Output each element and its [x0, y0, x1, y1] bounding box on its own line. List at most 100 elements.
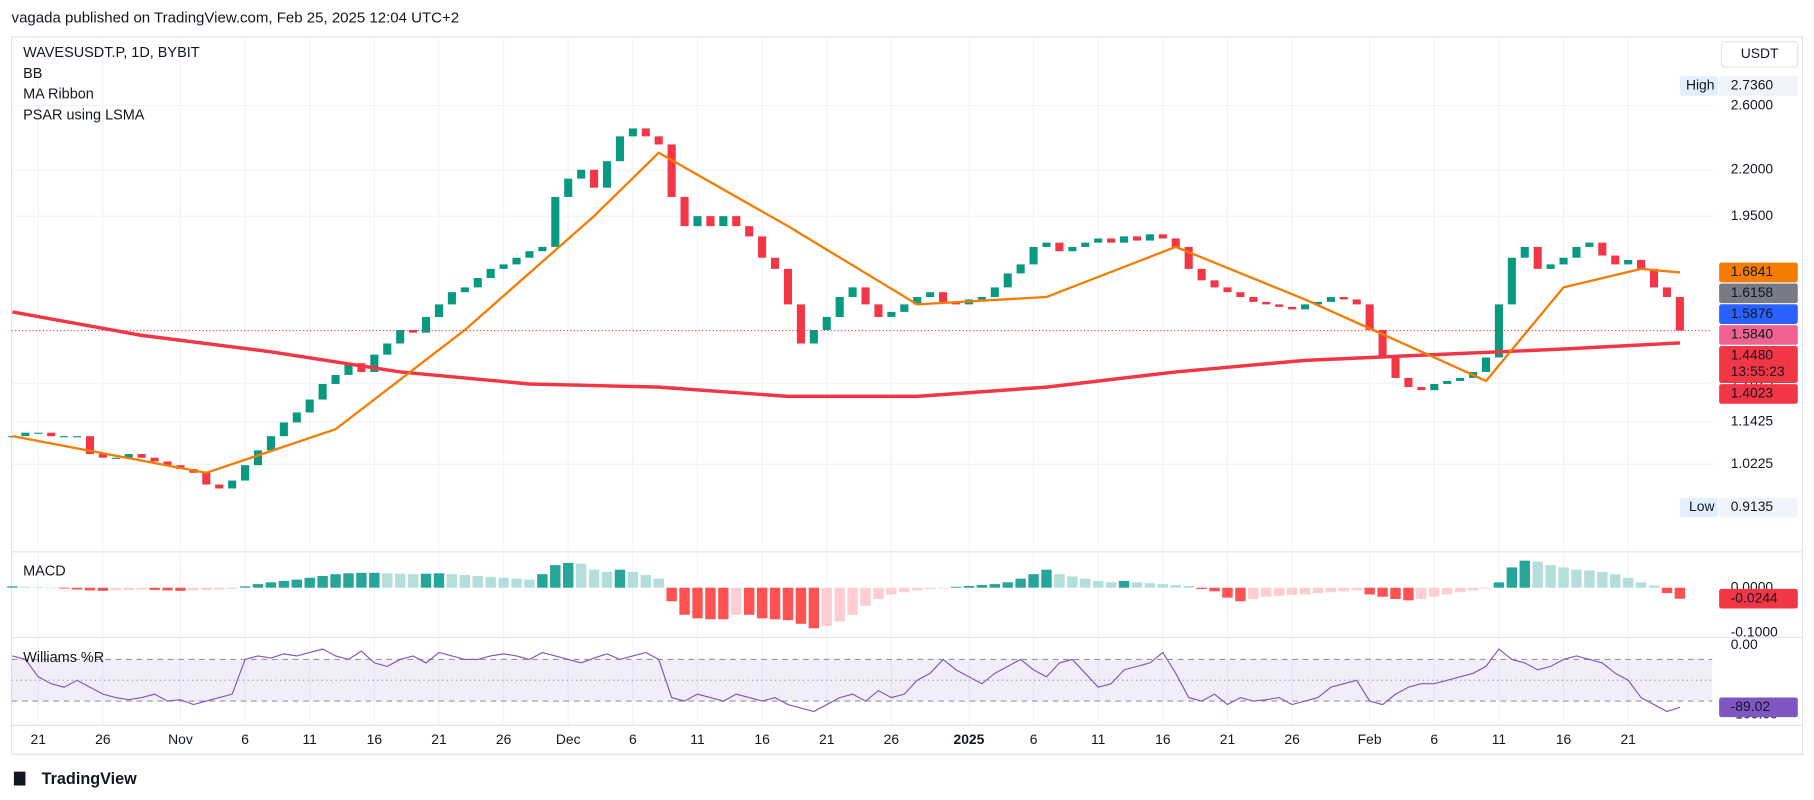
- candle-body: [279, 422, 288, 437]
- candle-body: [241, 465, 250, 481]
- histogram-bar: [123, 587, 134, 590]
- candle-body: [1391, 357, 1400, 378]
- candle-body: [1585, 242, 1594, 247]
- histogram-bar: [563, 562, 574, 588]
- histogram-bar: [1661, 587, 1673, 594]
- candle-body: [1068, 246, 1077, 252]
- candle-body: [1249, 297, 1258, 302]
- histogram-bar: [1002, 582, 1013, 588]
- candle-body: [990, 287, 999, 298]
- histogram-bar: [149, 587, 160, 590]
- footer: TradingView: [42, 770, 137, 788]
- candle-body: [34, 432, 43, 434]
- candle-body: [1443, 380, 1452, 384]
- histogram-bar: [718, 587, 729, 620]
- x-tick-label: 21: [1220, 731, 1236, 747]
- histogram-bar: [20, 586, 31, 588]
- histogram-bar: [976, 585, 988, 588]
- candle-body: [1055, 242, 1064, 252]
- histogram-bar: [446, 574, 458, 588]
- candle-body: [1210, 280, 1219, 288]
- histogram-bar: [575, 563, 587, 588]
- badge-tag-bg: [1679, 76, 1718, 96]
- candle-body: [1016, 264, 1025, 274]
- histogram-bar: [937, 587, 949, 589]
- currency[interactable]: USDT: [1741, 45, 1779, 61]
- candle-body: [1197, 268, 1206, 281]
- indicator-line: [12, 310, 1681, 399]
- histogram-bar: [1248, 587, 1259, 599]
- histogram-bar: [847, 587, 858, 615]
- histogram-bar: [743, 587, 755, 615]
- histogram-bar: [1390, 587, 1401, 599]
- histogram-bar: [834, 587, 845, 622]
- x-tick-label: Nov: [168, 731, 193, 747]
- x-tick-label: 6: [1030, 731, 1038, 747]
- candle-body: [163, 461, 172, 466]
- histogram-bar: [640, 575, 651, 588]
- price-badge: [1719, 384, 1798, 404]
- candle-body: [525, 251, 534, 258]
- histogram-bar: [1067, 576, 1078, 588]
- price-badge: [1719, 283, 1798, 304]
- histogram-bar: [614, 569, 626, 588]
- histogram-bar: [110, 587, 122, 591]
- histogram-bar: [1429, 587, 1440, 597]
- histogram-bar: [1338, 587, 1350, 592]
- price-badge-label: 1.6841: [1731, 263, 1774, 279]
- candle-body: [499, 264, 508, 269]
- candle-body: [1572, 246, 1581, 258]
- price-badge-label: 0.9135: [1731, 498, 1774, 514]
- candle-body: [822, 316, 831, 331]
- histogram-bar: [1351, 587, 1362, 591]
- histogram-bar: [382, 573, 393, 588]
- candle-body: [1081, 242, 1090, 247]
- histogram-bar: [214, 587, 225, 590]
- candle-body: [1313, 301, 1322, 305]
- candle-body: [887, 311, 896, 317]
- histogram-bar: [912, 587, 923, 591]
- indicator-name: PSAR using LSMA: [23, 108, 145, 124]
- y-tick-label: 1.1425: [1731, 412, 1774, 428]
- candle-body: [1533, 246, 1542, 269]
- candle-body: [305, 399, 314, 413]
- candle-body: [602, 161, 612, 188]
- candle-body: [1598, 242, 1607, 256]
- histogram-bar: [1467, 587, 1479, 591]
- histogram-bar: [537, 574, 548, 588]
- histogram-bar: [485, 576, 496, 588]
- candle-body: [1494, 304, 1503, 358]
- candle-body: [551, 196, 560, 247]
- candle-body: [512, 257, 521, 265]
- candle-body: [848, 287, 857, 298]
- histogram-bar: [1442, 587, 1453, 595]
- histogram-bar: [550, 565, 561, 588]
- histogram-bar: [1532, 561, 1543, 588]
- currency-button[interactable]: [1720, 41, 1799, 68]
- price-badge: [1719, 76, 1798, 96]
- histogram-bar: [1622, 577, 1634, 588]
- histogram-bar: [1157, 584, 1169, 588]
- x-tick-label: 21: [819, 731, 835, 747]
- histogram-bar: [1519, 560, 1530, 588]
- x-tick-label: 11: [690, 731, 705, 747]
- y-tick-label: 2.2000: [1731, 160, 1774, 176]
- histogram-bar: [498, 577, 509, 588]
- candle-body: [590, 169, 599, 188]
- candle-body: [1184, 246, 1193, 269]
- candle-body: [1300, 304, 1310, 310]
- x-tick-label: 26: [95, 731, 111, 747]
- candle-body: [926, 292, 935, 298]
- histogram-bar: [472, 575, 483, 588]
- candle-body: [85, 436, 95, 455]
- candle-body: [1481, 357, 1491, 372]
- histogram-bar: [692, 587, 703, 619]
- candle-body: [344, 363, 353, 375]
- candle-body: [396, 330, 405, 344]
- price-badge: [1719, 697, 1798, 718]
- candle-body: [1417, 387, 1426, 391]
- candle-body: [409, 330, 418, 333]
- histogram-bar: [1571, 569, 1582, 588]
